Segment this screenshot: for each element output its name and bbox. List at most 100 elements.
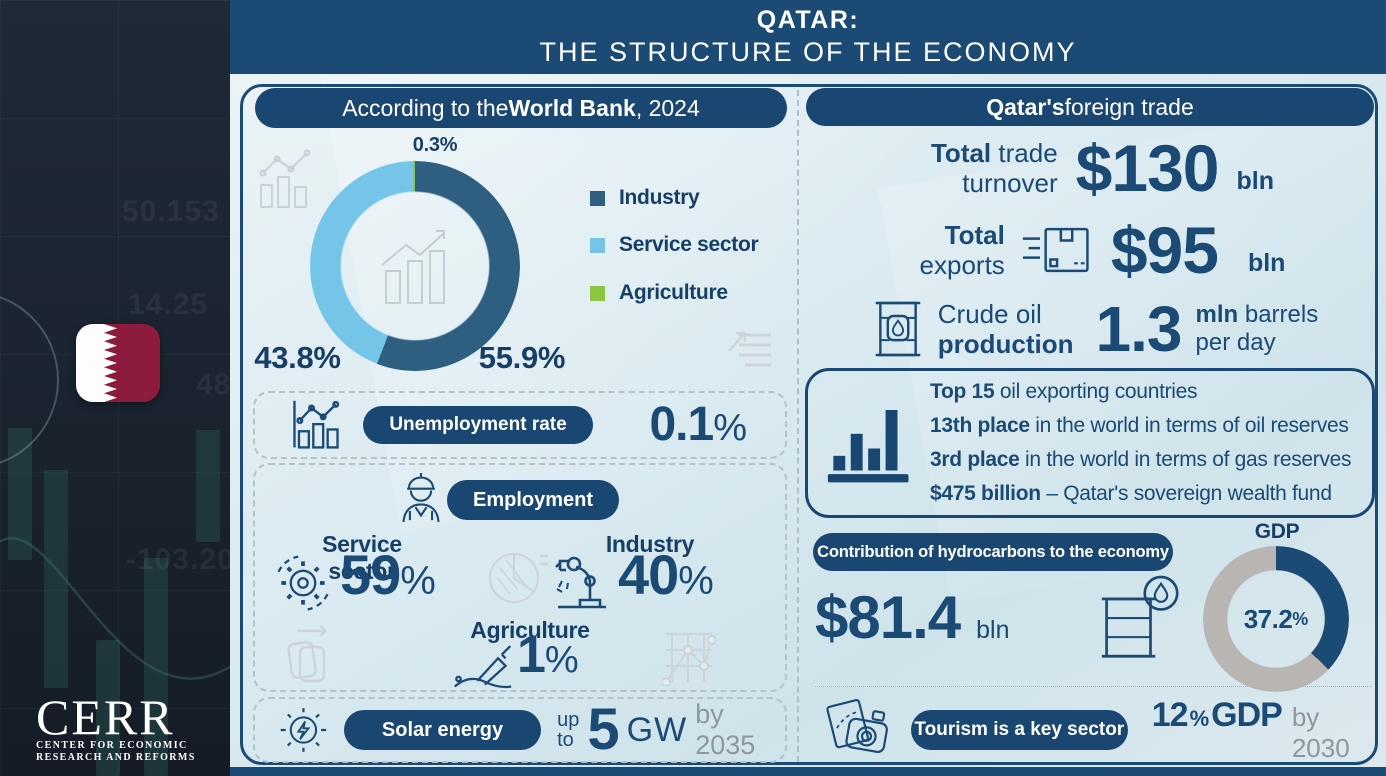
worker-icon [402,473,440,523]
trowel-icon [454,645,512,689]
unemployment-pill: Unemployment rate [363,406,593,444]
exports-row: Total exports $95 bln [830,210,1375,290]
employment-agriculture-value: 1 % [517,629,579,682]
legend-label: Industry [619,186,700,209]
label-bold: Total [930,138,992,168]
growth-bars-icon [381,230,445,304]
gear-icon [277,555,329,611]
tourism-camera-icon [826,699,888,754]
unemployment-number: 0.1 [649,397,714,451]
solar-to: to [557,729,574,751]
network-deco-icon [662,633,716,686]
label-line2: exports [919,250,1005,280]
gdp-number: 37.2 [1243,603,1293,634]
header-text: foreign trade [1064,93,1194,120]
gdp-label: GDP [1254,520,1300,543]
unemployment-unit: % [713,406,747,449]
tourism-pct: % [1189,706,1210,731]
label-line2: production [937,329,1074,359]
foreign-trade-header: Qatar's foreign trade [806,88,1374,126]
unit-line2: per day [1195,329,1276,356]
cerr-logo-text: CERR [36,689,175,745]
header-bold: World Bank [508,94,636,121]
fact-line: Top 15 oil exporting countries [930,380,1198,403]
agriculture-share-label: 0.3% [412,134,458,156]
deco-bar [196,430,220,542]
industry-share-label: 55.9% [478,340,566,375]
service-share-label: 43.8% [254,340,341,375]
tourism-note: by 2030 [1291,702,1350,763]
employment-service-label: Service sector [322,531,402,584]
solar-energy-icon [280,708,327,752]
gdp-donut-chart: 37.2% [1203,546,1349,692]
document-deco-icon [728,331,771,367]
unit-rest: barrels [1238,301,1319,328]
solar-pill: Solar energy [343,710,542,750]
employment-industry-value: 40 % [618,547,714,604]
title-band: QATAR: THE STRUCTURE OF THE ECONOMY [230,0,1386,74]
service-number: 59 [340,543,401,606]
legend-label: Agriculture [619,281,728,304]
deco-curve [0,537,230,680]
oil-facts-box: Top 15 oil exporting countries 13th plac… [805,368,1375,518]
agriculture-swatch [590,285,605,301]
tourism-value: 12 % GDP by 2030 [1152,696,1374,764]
cerr-tagline-line2: RESEARCH AND REFORMS [36,752,196,763]
tourism-gdp: GDP [1211,696,1283,734]
legend-item-service: Service sector [590,233,759,257]
deco-arc [0,296,59,464]
sidebar: 50.153 14.25 48 -103.20 CERR CENTER FOR … [0,0,230,776]
header-text: According to the [342,94,509,121]
chart-deco-icon [259,149,311,208]
watermark-number: 14.25 [128,288,209,321]
employment-service-value: 59 % [340,547,436,604]
agriculture-unit: % [544,639,579,681]
label-rest: trade [991,138,1058,168]
solar-up: up [557,709,580,731]
service-swatch [590,237,605,253]
employment-industry-label: Industry [605,531,695,557]
fact-line: 13th place in the world in terms of oil … [930,414,1349,437]
crude-oil-row: Crude oil production 1.3 mln barrels per… [815,292,1375,366]
service-unit: % [400,559,436,603]
solar-number: 5 [587,697,619,762]
gdp-donut-value: 37.2% [1203,546,1349,692]
solar-value: up to 5 GW by 2035 [557,699,769,761]
exports-label: Total exports [920,220,1005,280]
deco-bar [144,558,168,776]
section-separator [815,686,1372,687]
trade-turnover-unit: bln [1236,166,1275,195]
hydrocarbons-pill: Contribution of hydrocarbons to the econ… [813,533,1173,571]
crude-oil-label: Crude oil production [938,299,1074,359]
watermark-number: 50.153 [122,195,220,228]
oil-barrel-icon [875,301,921,357]
label-line1: Crude oil [937,299,1042,329]
gdp-donut-ring [1203,546,1349,692]
label-line2: turnover [962,168,1058,198]
hydrocarbons-barrel-icon [1101,575,1179,658]
employment-agriculture-label: Agriculture [470,617,590,643]
tourism-row: Tourism is a key sector 12 % GDP by 2030 [826,694,1374,766]
cerr-logo: CERR CENTER FOR ECONOMIC RESEARCH AND RE… [36,689,196,764]
hydrocarbons-unit: bln [976,616,1010,644]
watermark-number: 48 [196,368,230,401]
economy-donut-ring [310,161,520,371]
unit-bold: mln [1195,301,1239,328]
pie-deco-icon [489,553,548,603]
trade-turnover-label: Total trade turnover [931,138,1058,198]
economy-donut-chart [310,161,520,371]
watermark-number: -103.20 [126,543,230,576]
agriculture-number: 1 [517,626,546,684]
fact-line: 3rd place in the world in terms of gas r… [930,448,1352,471]
tourism-pill: Tourism is a key sector [910,710,1128,750]
legend-label: Service sector [619,233,759,256]
exports-value: $95 [1110,213,1219,287]
exports-unit: bln [1247,248,1286,277]
header-bold: Qatar's [986,93,1065,120]
legend-item-agriculture: Agriculture [590,281,728,305]
trade-turnover-row: Total trade turnover $130 bln [830,130,1375,206]
oil-facts-lines: Top 15 oil exporting countries 13th plac… [930,375,1352,511]
crude-oil-value: 1.3 [1095,293,1183,365]
economy-legend: Industry Service sector Agriculture [590,186,780,316]
page-title-line2: THE STRUCTURE OF THE ECONOMY [539,37,1077,67]
